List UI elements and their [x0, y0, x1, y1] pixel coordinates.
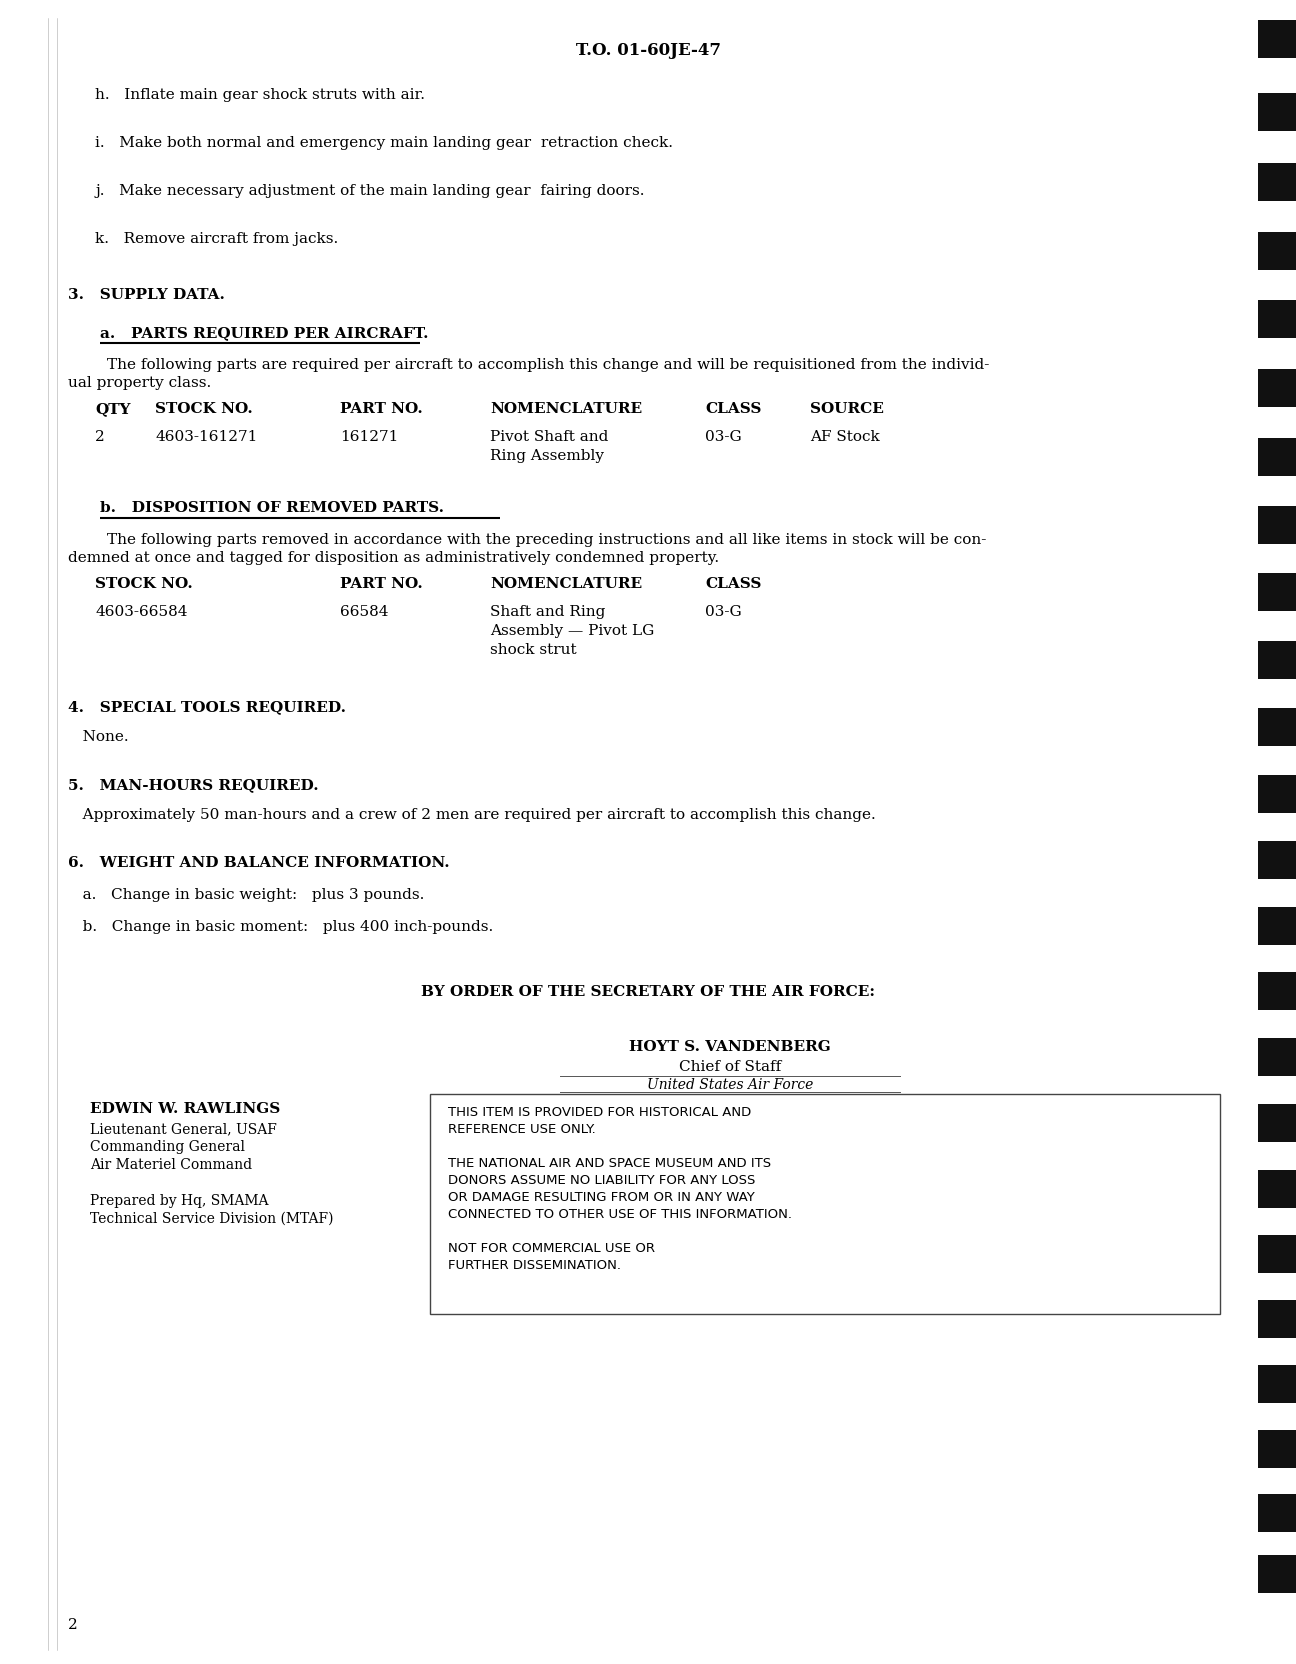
- Text: Chief of Staff: Chief of Staff: [679, 1060, 781, 1073]
- Text: United States Air Force: United States Air Force: [647, 1078, 813, 1092]
- Text: 3.   SUPPLY DATA.: 3. SUPPLY DATA.: [67, 288, 226, 301]
- Text: 161271: 161271: [340, 429, 398, 444]
- Text: b.   Change in basic moment:   plus 400 inch-pounds.: b. Change in basic moment: plus 400 inch…: [67, 920, 494, 934]
- Text: CONNECTED TO OTHER USE OF THIS INFORMATION.: CONNECTED TO OTHER USE OF THIS INFORMATI…: [448, 1208, 792, 1221]
- Text: i.   Make both normal and emergency main landing gear  retraction check.: i. Make both normal and emergency main l…: [95, 136, 673, 150]
- Text: 4603-66584: 4603-66584: [95, 606, 188, 619]
- Text: Lieutenant General, USAF: Lieutenant General, USAF: [89, 1122, 277, 1137]
- Text: FURTHER DISSEMINATION.: FURTHER DISSEMINATION.: [448, 1260, 621, 1271]
- Text: STOCK NO.: STOCK NO.: [156, 403, 253, 416]
- Bar: [1258, 163, 1296, 201]
- Text: shock strut: shock strut: [490, 642, 577, 657]
- Bar: [1258, 438, 1296, 476]
- Text: 4.   SPECIAL TOOLS REQUIRED.: 4. SPECIAL TOOLS REQUIRED.: [67, 701, 346, 714]
- Bar: [1258, 707, 1296, 745]
- Text: CLASS: CLASS: [705, 577, 761, 591]
- Text: NOT FOR COMMERCIAL USE OR: NOT FOR COMMERCIAL USE OR: [448, 1241, 654, 1255]
- Bar: [1258, 1364, 1296, 1403]
- Bar: [1258, 972, 1296, 1010]
- Bar: [1258, 572, 1296, 611]
- Text: SOURCE: SOURCE: [810, 403, 884, 416]
- Text: STOCK NO.: STOCK NO.: [95, 577, 193, 591]
- Text: The following parts removed in accordance with the preceding instructions and al: The following parts removed in accordanc…: [67, 532, 986, 547]
- Bar: [1258, 1235, 1296, 1273]
- Text: a.   Change in basic weight:   plus 3 pounds.: a. Change in basic weight: plus 3 pounds…: [67, 889, 424, 902]
- Text: 03-G: 03-G: [705, 606, 741, 619]
- Bar: [1258, 1554, 1296, 1592]
- Text: 03-G: 03-G: [705, 429, 741, 444]
- Bar: [430, 1093, 1220, 1315]
- Text: j.   Make necessary adjustment of the main landing gear  fairing doors.: j. Make necessary adjustment of the main…: [95, 185, 644, 198]
- Bar: [1258, 1170, 1296, 1208]
- Text: REFERENCE USE ONLY.: REFERENCE USE ONLY.: [448, 1123, 596, 1137]
- Text: Assembly — Pivot LG: Assembly — Pivot LG: [490, 624, 654, 637]
- Bar: [1258, 300, 1296, 338]
- Text: AF Stock: AF Stock: [810, 429, 880, 444]
- Text: k.   Remove aircraft from jacks.: k. Remove aircraft from jacks.: [95, 231, 338, 246]
- Text: Commanding General: Commanding General: [89, 1140, 245, 1155]
- Bar: [1258, 775, 1296, 814]
- Bar: [1258, 369, 1296, 408]
- Text: 4603-161271: 4603-161271: [156, 429, 258, 444]
- Text: Ring Assembly: Ring Assembly: [490, 449, 604, 463]
- Bar: [1258, 93, 1296, 131]
- Text: CLASS: CLASS: [705, 403, 761, 416]
- Text: h.   Inflate main gear shock struts with air.: h. Inflate main gear shock struts with a…: [95, 88, 425, 102]
- Text: QTY: QTY: [95, 403, 131, 416]
- Bar: [1258, 1494, 1296, 1533]
- Text: PART NO.: PART NO.: [340, 577, 422, 591]
- Bar: [1258, 907, 1296, 945]
- Text: OR DAMAGE RESULTING FROM OR IN ANY WAY: OR DAMAGE RESULTING FROM OR IN ANY WAY: [448, 1191, 754, 1205]
- Text: Air Materiel Command: Air Materiel Command: [89, 1158, 253, 1171]
- Bar: [1258, 506, 1296, 544]
- Text: The following parts are required per aircraft to accomplish this change and will: The following parts are required per air…: [67, 358, 989, 373]
- Text: demned at once and tagged for disposition as administratively condemned property: demned at once and tagged for dispositio…: [67, 551, 719, 566]
- Text: EDWIN W. RAWLINGS: EDWIN W. RAWLINGS: [89, 1102, 280, 1117]
- Bar: [1258, 1038, 1296, 1077]
- Text: DONORS ASSUME NO LIABILITY FOR ANY LOSS: DONORS ASSUME NO LIABILITY FOR ANY LOSS: [448, 1175, 756, 1186]
- Text: 2: 2: [67, 1617, 78, 1632]
- Text: HOYT S. VANDENBERG: HOYT S. VANDENBERG: [629, 1040, 831, 1053]
- Text: Prepared by Hq, SMAMA: Prepared by Hq, SMAMA: [89, 1195, 268, 1208]
- Text: Shaft and Ring: Shaft and Ring: [490, 606, 605, 619]
- Bar: [1258, 641, 1296, 679]
- Bar: [1258, 1429, 1296, 1468]
- Text: BY ORDER OF THE SECRETARY OF THE AIR FORCE:: BY ORDER OF THE SECRETARY OF THE AIR FOR…: [421, 985, 875, 998]
- Text: a.   PARTS REQUIRED PER AIRCRAFT.: a. PARTS REQUIRED PER AIRCRAFT.: [100, 326, 429, 339]
- Text: Technical Service Division (MTAF): Technical Service Division (MTAF): [89, 1211, 333, 1226]
- Text: Pivot Shaft and: Pivot Shaft and: [490, 429, 608, 444]
- Text: THIS ITEM IS PROVIDED FOR HISTORICAL AND: THIS ITEM IS PROVIDED FOR HISTORICAL AND: [448, 1107, 752, 1118]
- Text: 6.   WEIGHT AND BALANCE INFORMATION.: 6. WEIGHT AND BALANCE INFORMATION.: [67, 855, 450, 870]
- Text: 66584: 66584: [340, 606, 389, 619]
- Bar: [1258, 1103, 1296, 1142]
- Bar: [1258, 231, 1296, 270]
- Text: None.: None.: [67, 730, 128, 744]
- Text: NOMENCLATURE: NOMENCLATURE: [490, 577, 642, 591]
- Text: T.O. 01-60JE-47: T.O. 01-60JE-47: [575, 42, 721, 58]
- Text: THE NATIONAL AIR AND SPACE MUSEUM AND ITS: THE NATIONAL AIR AND SPACE MUSEUM AND IT…: [448, 1156, 771, 1170]
- Text: NOMENCLATURE: NOMENCLATURE: [490, 403, 642, 416]
- Text: Approximately 50 man-hours and a crew of 2 men are required per aircraft to acco: Approximately 50 man-hours and a crew of…: [67, 809, 876, 822]
- Text: b.   DISPOSITION OF REMOVED PARTS.: b. DISPOSITION OF REMOVED PARTS.: [100, 501, 445, 514]
- Bar: [1258, 840, 1296, 879]
- Text: 2: 2: [95, 429, 105, 444]
- Bar: [1258, 20, 1296, 58]
- Text: ual property class.: ual property class.: [67, 376, 211, 389]
- Text: 5.   MAN-HOURS REQUIRED.: 5. MAN-HOURS REQUIRED.: [67, 779, 319, 792]
- Bar: [1258, 1300, 1296, 1338]
- Text: PART NO.: PART NO.: [340, 403, 422, 416]
